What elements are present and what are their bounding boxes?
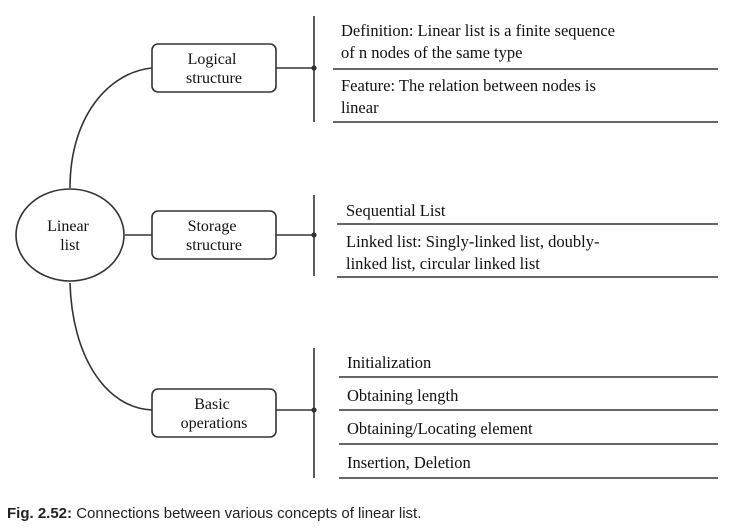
figure-caption-label: Fig. 2.52: [7, 505, 73, 522]
item-text: Feature: The relation between nodes is l… [341, 76, 600, 117]
item-text: Initialization [347, 353, 431, 372]
connector-logical [69, 67, 153, 189]
item-line: Insertion, Deletion [347, 453, 471, 472]
item-text: Obtaining/Locating element [347, 419, 533, 438]
branch-label-operations: Basic [194, 396, 230, 413]
root-node [15, 188, 125, 282]
root-label-line: list [60, 237, 80, 254]
branch-label-storage: Storage [188, 218, 237, 235]
concept-diagram: Linear list Logical structure Storage st… [15, 16, 718, 479]
item-text: Definition: Linear list is a finite sequ… [341, 21, 619, 62]
item-line: Feature: The relation between nodes is [341, 76, 596, 95]
item-line: linked list, circular linked list [346, 254, 540, 273]
item-line: Obtaining/Locating element [347, 419, 533, 438]
junction-dot [311, 407, 317, 413]
svg-text:Linear list: Linear list [47, 218, 93, 254]
junction-dot [311, 232, 317, 238]
branch-label-logical: structure [186, 70, 242, 87]
figure-caption: Fig. 2.52: Connections between various c… [7, 505, 421, 522]
item-line: Initialization [347, 353, 431, 372]
item-line: Sequential List [346, 201, 446, 220]
item-line: linear [341, 98, 379, 117]
item-text: Sequential List [346, 201, 446, 220]
branch-box-operations [151, 388, 277, 438]
svg-text:Basic operations: Basic operations [181, 396, 248, 432]
branch-label-operations: operations [181, 415, 248, 432]
root-label-line: Linear [47, 218, 89, 235]
svg-text:Storage structure: Storage structure [186, 218, 242, 254]
item-text: Obtaining length [347, 386, 459, 405]
item-text: Insertion, Deletion [347, 453, 471, 472]
figure-caption-text: Connections between various concepts of … [72, 505, 422, 522]
item-line: Obtaining length [347, 386, 459, 405]
item-line: Definition: Linear list is a finite sequ… [341, 21, 615, 40]
item-text: Linked list: Singly-linked list, doubly-… [346, 232, 604, 273]
junction-dot [311, 65, 317, 71]
item-line: of n nodes of the same type [341, 43, 522, 62]
connector-operations [69, 282, 153, 411]
item-line: Linked list: Singly-linked list, doubly- [346, 232, 599, 251]
branch-label-logical: Logical [188, 51, 237, 68]
branch-label-storage: structure [186, 237, 242, 254]
svg-text:Logical structure: Logical structure [186, 51, 242, 87]
